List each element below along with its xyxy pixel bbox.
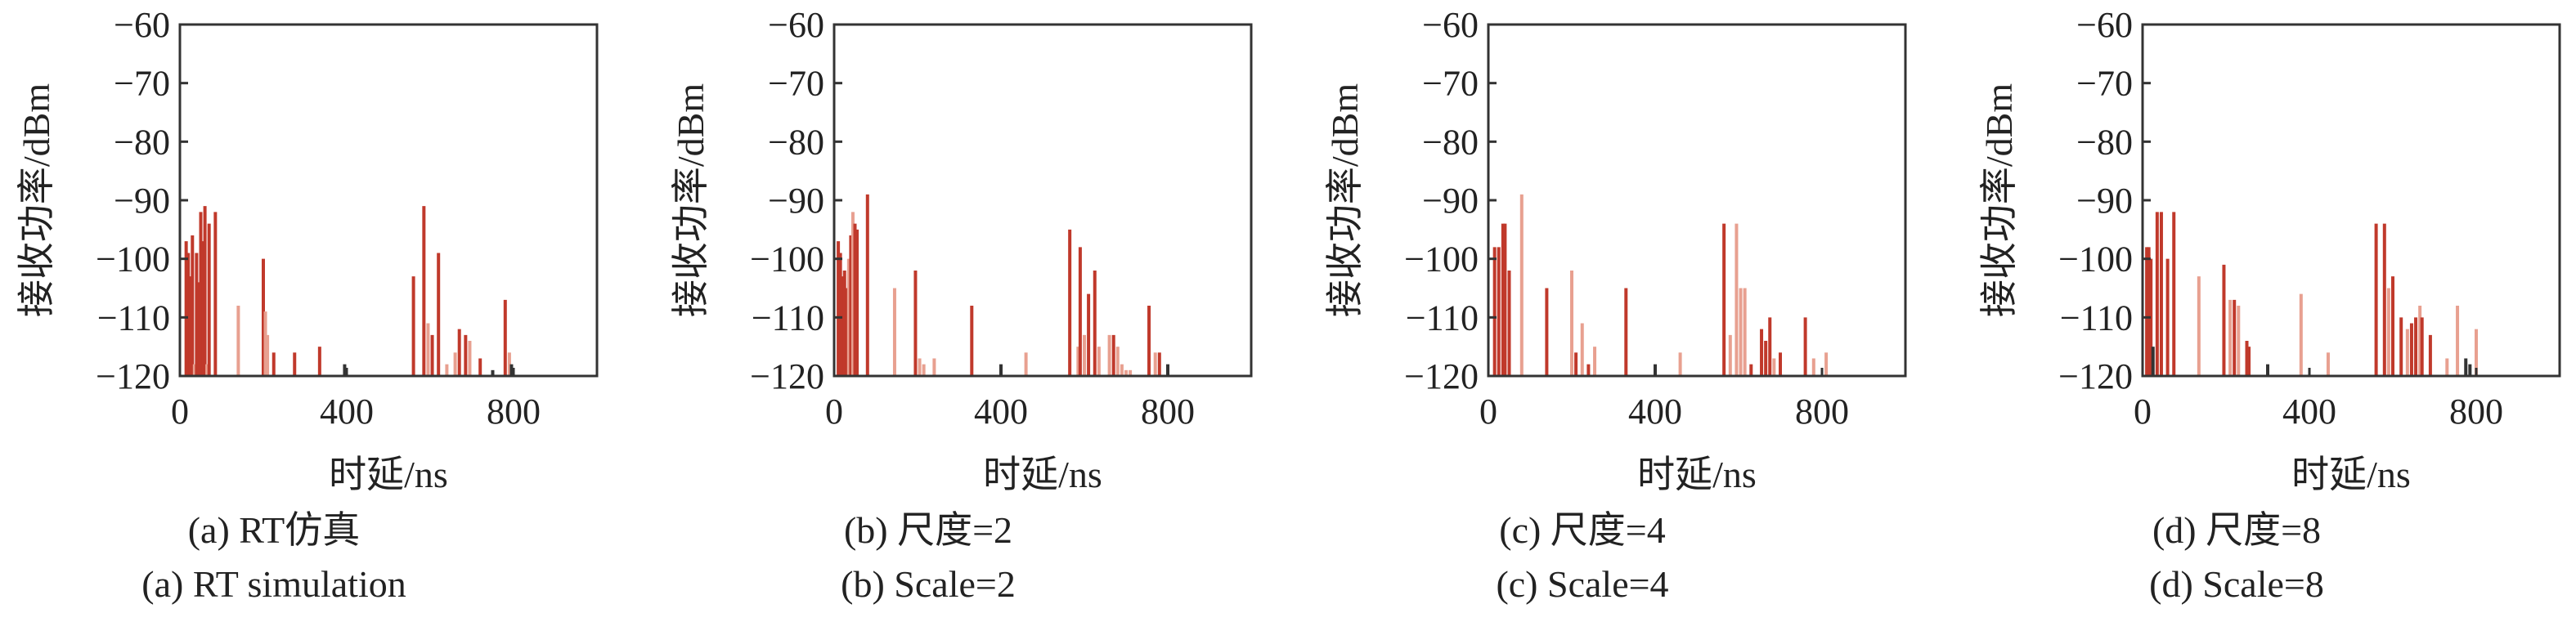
plot-frame bbox=[1487, 23, 1907, 378]
y-tick-label: −100 bbox=[750, 239, 824, 280]
x-tick-label: 400 bbox=[2282, 392, 2336, 432]
x-tick-label: 0 bbox=[171, 392, 189, 432]
x-axis-label: 时延/ns bbox=[329, 454, 448, 495]
y-tick-label: −90 bbox=[2076, 181, 2133, 221]
y-tick-label: −70 bbox=[768, 64, 824, 104]
x-tick-label: 0 bbox=[1479, 392, 1497, 432]
y-tick-label: −100 bbox=[2058, 239, 2133, 280]
y-tick-label: −60 bbox=[1422, 5, 1479, 45]
y-tick-label: −120 bbox=[96, 356, 170, 396]
y-tick-label: −110 bbox=[752, 298, 824, 338]
x-tick-label: 800 bbox=[1141, 392, 1195, 432]
y-axis-label: 接收功率/dBm bbox=[16, 83, 57, 317]
x-tick-label: 800 bbox=[487, 392, 541, 432]
y-tick-label: −90 bbox=[114, 181, 170, 221]
caption-chinese: (b) 尺度=2 bbox=[844, 509, 1012, 551]
y-tick-label: −120 bbox=[750, 356, 824, 396]
caption-chinese: (a) RT仿真 bbox=[188, 509, 361, 551]
caption-chinese: (c) 尺度=4 bbox=[1499, 509, 1666, 551]
y-tick-label: −80 bbox=[1422, 122, 1479, 162]
x-tick-label: 0 bbox=[825, 392, 843, 432]
y-tick-label: −120 bbox=[2058, 356, 2133, 396]
y-tick-label: −80 bbox=[768, 122, 824, 162]
y-tick-label: −90 bbox=[768, 181, 824, 221]
y-tick-label: −100 bbox=[96, 239, 170, 280]
y-tick-label: −120 bbox=[1404, 356, 1479, 396]
y-tick-label: −60 bbox=[2076, 5, 2133, 45]
y-axis-label: 接收功率/dBm bbox=[1978, 83, 2020, 317]
y-tick-label: −110 bbox=[97, 298, 170, 338]
y-tick-label: −60 bbox=[768, 5, 824, 45]
caption-english: (b) Scale=2 bbox=[841, 563, 1016, 605]
plot-frame bbox=[2141, 23, 2561, 378]
x-tick-label: 400 bbox=[1628, 392, 1682, 432]
y-tick-label: −80 bbox=[2076, 122, 2133, 162]
x-tick-label: 400 bbox=[320, 392, 374, 432]
y-tick-label: −70 bbox=[114, 64, 170, 104]
plot-frame bbox=[178, 23, 599, 378]
caption-english: (d) Scale=8 bbox=[2149, 563, 2324, 605]
y-tick-label: −80 bbox=[114, 122, 170, 162]
y-axis-label: 接收功率/dBm bbox=[1324, 83, 1366, 317]
x-tick-label: 800 bbox=[1795, 392, 1849, 432]
y-tick-label: −90 bbox=[1422, 181, 1479, 221]
caption-english: (c) Scale=4 bbox=[1496, 563, 1668, 605]
x-tick-label: 800 bbox=[2449, 392, 2503, 432]
y-tick-label: −100 bbox=[1404, 239, 1479, 280]
x-axis-label: 时延/ns bbox=[1637, 454, 1757, 495]
caption-english: (a) RT simulation bbox=[141, 563, 406, 605]
caption-chinese: (d) 尺度=8 bbox=[2152, 509, 2321, 551]
x-tick-label: 0 bbox=[2134, 392, 2152, 432]
y-axis-label: 接收功率/dBm bbox=[670, 83, 711, 317]
y-tick-label: −70 bbox=[1422, 64, 1479, 104]
plot-frame bbox=[832, 23, 1253, 378]
x-tick-label: 400 bbox=[974, 392, 1028, 432]
x-axis-label: 时延/ns bbox=[983, 454, 1102, 495]
y-tick-label: −110 bbox=[1406, 298, 1479, 338]
y-tick-label: −110 bbox=[2060, 298, 2133, 338]
y-tick-label: −60 bbox=[114, 5, 170, 45]
y-tick-label: −70 bbox=[2076, 64, 2133, 104]
x-axis-label: 时延/ns bbox=[2291, 454, 2411, 495]
